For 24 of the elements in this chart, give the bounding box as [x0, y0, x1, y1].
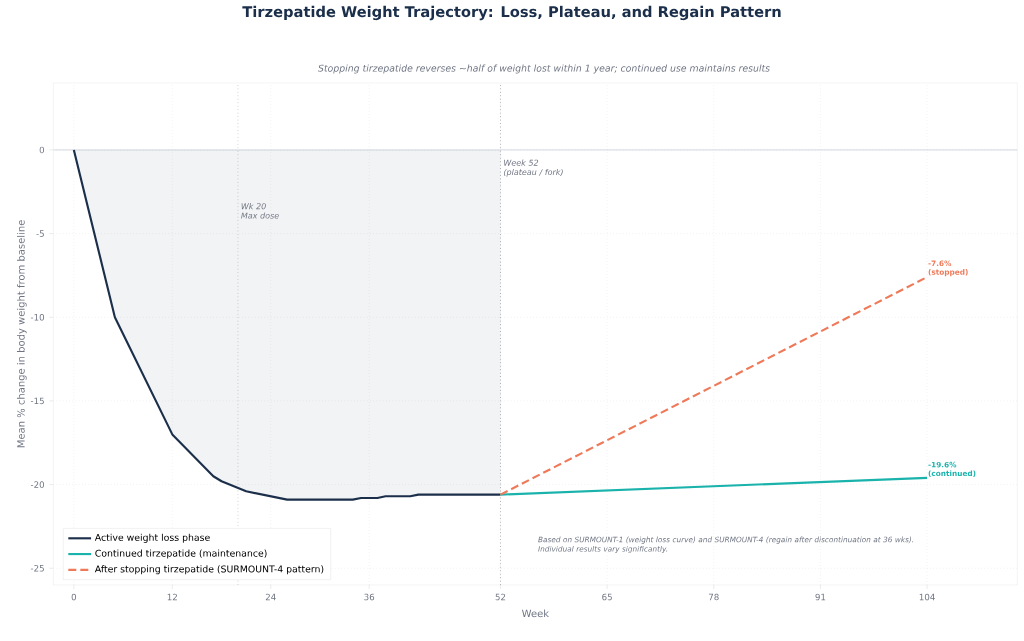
legend-label: Active weight loss phase [94, 533, 210, 543]
y-tick-label: -5 [36, 230, 44, 237]
legend-label: After stopping tirzepatide (SURMOUNT-4 pattern) [94, 565, 324, 575]
x-tick-label: 24 [265, 593, 276, 601]
x-tick-label: 52 [495, 593, 506, 601]
y-tick-label: -15 [30, 397, 44, 405]
x-tick-label: 78 [708, 593, 719, 601]
x-tick-label: 36 [364, 593, 375, 601]
x-axis-title: Week [521, 609, 549, 618]
x-tick-label: 104 [919, 593, 935, 601]
legend-label: Continued tirzepatide (maintenance) [95, 549, 267, 559]
y-tick-label: 0 [39, 146, 45, 154]
y-tick-label: -25 [30, 564, 44, 572]
x-tick-label: 91 [815, 593, 826, 601]
x-tick-label: 65 [602, 593, 612, 601]
y-axis-title: Mean % change in body weight from baseline [16, 220, 27, 448]
y-tick-label: -20 [30, 481, 45, 488]
chart-subtitle: Stopping tirzepatide reverses ~half of weight lost within 1 year; continued use maintains results [318, 64, 770, 74]
ref-line-label: Wk 20 Max dose [241, 203, 279, 219]
x-tick-label: 0 [71, 593, 77, 601]
x-tick-label: 12 [167, 593, 177, 601]
chart-title: Tirzepatide Weight Trajectory: Loss, Plateau, and Regain Pattern [242, 5, 781, 21]
ref-line-label: Week 52 (plateau / fork) [504, 159, 563, 177]
y-tick-label: -10 [30, 313, 45, 321]
